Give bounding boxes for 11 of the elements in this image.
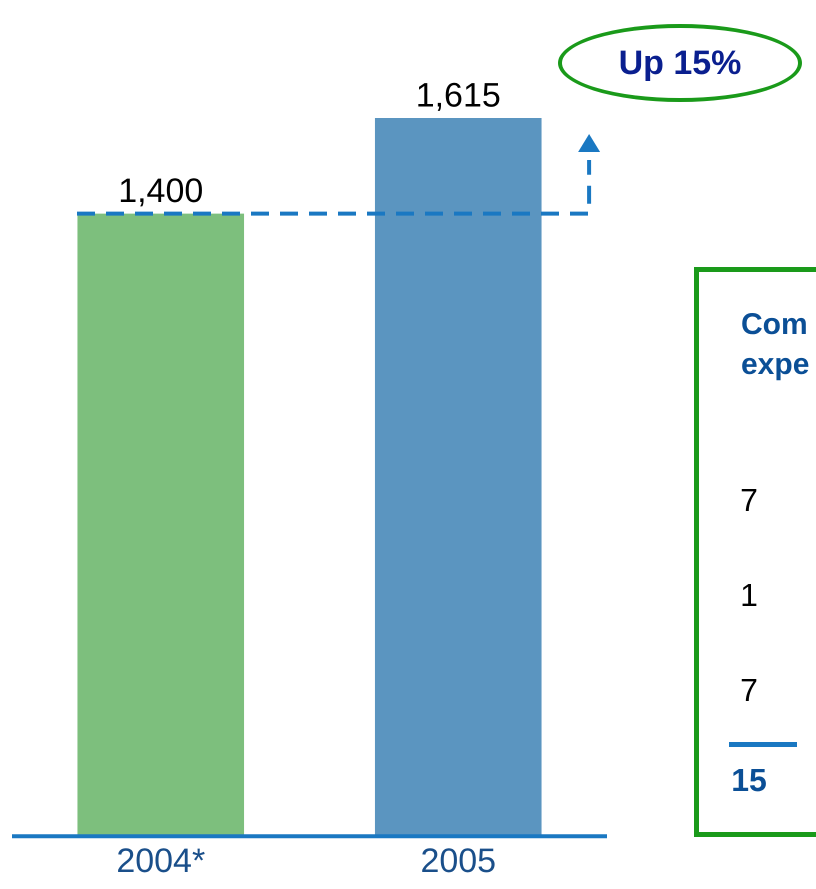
text: 1	[739, 577, 759, 614]
data-label: 1,400	[118, 172, 204, 210]
x-tick-label: 2005	[420, 842, 496, 880]
text: Com	[741, 308, 809, 342]
text: 15	[730, 762, 768, 799]
x-tick-label: 2004*	[116, 842, 206, 880]
text: expe	[741, 348, 810, 382]
text: Up 15%	[618, 44, 742, 82]
text: 7	[739, 672, 759, 709]
text: 7	[739, 482, 759, 519]
data-label: 1,615	[416, 76, 501, 114]
